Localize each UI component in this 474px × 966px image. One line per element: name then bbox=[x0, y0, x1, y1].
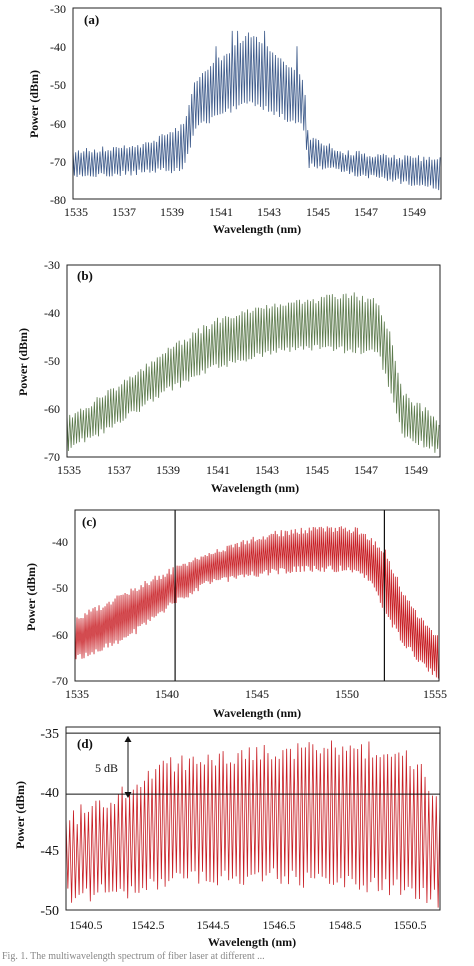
x-tick-label: 1541 bbox=[209, 205, 233, 219]
panel-label-d: (d) bbox=[77, 736, 93, 751]
panel-c: (c) -40 -50 -60 -70 1535 1540 1545 1550 … bbox=[24, 509, 447, 720]
y-tick-label: -35 bbox=[40, 727, 59, 742]
plot-frame-c bbox=[74, 509, 440, 682]
x-ticks-c: 1535 1540 1545 1550 1555 bbox=[65, 687, 447, 701]
x-ticks-b: 1535 1537 1539 1541 1543 1545 1547 1549 bbox=[57, 463, 428, 477]
x-ticks-d: 1540.5 1542.5 1544.5 1546.5 1548.5 1550.… bbox=[70, 918, 427, 932]
y-tick-label: -70 bbox=[52, 674, 68, 688]
x-tick-label: 1537 bbox=[107, 463, 131, 477]
panel-d: 5 dB (d) -35 -40 -45 -50 1540.5 1542.5 1… bbox=[13, 726, 441, 949]
y-tick-label: -70 bbox=[50, 155, 66, 169]
y-ticks-b: -30 -40 -50 -60 -70 bbox=[44, 258, 60, 464]
x-tick-label: 1542.5 bbox=[132, 918, 165, 932]
x-tick-label: 1546.5 bbox=[263, 918, 296, 932]
y-tick-label: -30 bbox=[44, 258, 60, 272]
y-axis-label-a: Power (dBm) bbox=[27, 70, 41, 138]
y-axis-label-d: Power (dBm) bbox=[13, 781, 27, 849]
x-tick-label: 1549 bbox=[404, 463, 428, 477]
y-tick-label: -80 bbox=[50, 193, 66, 207]
x-tick-label: 1548.5 bbox=[329, 918, 362, 932]
panel-label-b: (b) bbox=[77, 268, 93, 283]
y-tick-label: -45 bbox=[40, 844, 59, 859]
x-tick-label: 1545 bbox=[245, 687, 269, 701]
spectrum-line bbox=[66, 292, 440, 453]
x-tick-label: 1535 bbox=[57, 463, 81, 477]
x-tick-label: 1550.5 bbox=[394, 918, 427, 932]
spectrum-line bbox=[65, 740, 441, 908]
figure-caption: Fig. 1. The multiwavelength spectrum of … bbox=[2, 951, 265, 962]
x-axis-label-b: Wavelength (nm) bbox=[211, 481, 299, 495]
panel-label-c: (c) bbox=[82, 514, 96, 529]
y-tick-label: -40 bbox=[40, 786, 59, 801]
y-tick-label: -40 bbox=[52, 535, 68, 549]
y-ticks-c: -40 -50 -60 -70 bbox=[52, 535, 68, 688]
plot-frame-b bbox=[66, 264, 441, 458]
y-axis-label-c: Power (dBm) bbox=[24, 563, 38, 631]
y-tick-label: -70 bbox=[44, 450, 60, 464]
y-tick-label: -30 bbox=[50, 2, 66, 16]
x-tick-label: 1543 bbox=[257, 205, 281, 219]
five-db-arrow bbox=[124, 736, 132, 798]
spectrum-line bbox=[74, 526, 439, 679]
spectrum-trace-b bbox=[66, 292, 440, 453]
x-tick-label: 1540.5 bbox=[70, 918, 103, 932]
panel-b: (b) -30 -40 -50 -60 -70 1535 1537 1539 1… bbox=[16, 258, 441, 495]
y-tick-label: -40 bbox=[44, 306, 60, 320]
panel-a: (a) -30 -40 -50 -60 -70 -80 1535 1537 15… bbox=[27, 2, 442, 236]
x-tick-label: 1545 bbox=[305, 463, 329, 477]
spectrum-trace-c bbox=[74, 526, 439, 679]
y-tick-label: -60 bbox=[52, 628, 68, 642]
x-tick-label: 1544.5 bbox=[197, 918, 230, 932]
plot-frame-d bbox=[65, 726, 441, 911]
x-tick-label: 1537 bbox=[112, 205, 136, 219]
x-tick-label: 1555 bbox=[423, 687, 447, 701]
plot-frame-a bbox=[72, 7, 442, 200]
x-tick-label: 1539 bbox=[156, 463, 180, 477]
spectrum-trace-d bbox=[65, 740, 441, 908]
x-axis-label-a: Wavelength (nm) bbox=[213, 222, 301, 236]
x-tick-label: 1535 bbox=[65, 687, 89, 701]
y-tick-label: -50 bbox=[44, 354, 60, 368]
panel-label-a: (a) bbox=[84, 12, 99, 27]
x-tick-label: 1545 bbox=[306, 205, 330, 219]
y-ticks-d: -35 -40 -45 -50 bbox=[40, 727, 59, 919]
x-tick-label: 1535 bbox=[64, 205, 88, 219]
y-tick-label: -50 bbox=[40, 904, 59, 919]
y-tick-label: -50 bbox=[52, 581, 68, 595]
x-tick-label: 1540 bbox=[155, 687, 179, 701]
five-db-annotation: 5 dB bbox=[95, 761, 118, 775]
x-tick-label: 1547 bbox=[354, 205, 378, 219]
y-tick-label: -50 bbox=[50, 78, 66, 92]
y-tick-label: -40 bbox=[50, 40, 66, 54]
x-axis-label-c: Wavelength (nm) bbox=[213, 706, 301, 720]
x-tick-label: 1539 bbox=[160, 205, 184, 219]
spectrum-trace-a bbox=[72, 30, 441, 191]
y-tick-label: -60 bbox=[44, 402, 60, 416]
x-tick-label: 1550 bbox=[335, 687, 359, 701]
x-axis-label-d: Wavelength (nm) bbox=[208, 935, 296, 949]
y-axis-label-b: Power (dBm) bbox=[16, 328, 30, 396]
x-tick-label: 1549 bbox=[402, 205, 426, 219]
y-tick-label: -60 bbox=[50, 117, 66, 131]
spectrum-line bbox=[72, 30, 441, 191]
y-ticks-a: -30 -40 -50 -60 -70 -80 bbox=[50, 2, 66, 207]
x-tick-label: 1543 bbox=[255, 463, 279, 477]
x-ticks-a: 1535 1537 1539 1541 1543 1545 1547 1549 bbox=[64, 205, 426, 219]
x-tick-label: 1547 bbox=[354, 463, 378, 477]
x-tick-label: 1541 bbox=[206, 463, 230, 477]
